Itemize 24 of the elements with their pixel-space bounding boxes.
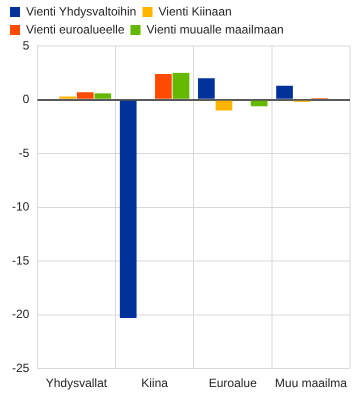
bar [94, 93, 112, 99]
y-tick-label: 5 [22, 38, 30, 52]
x-tick-label: Euroalue [208, 376, 258, 390]
y-tick-label: -5 [18, 146, 30, 160]
y-tick-label: -25 [12, 360, 30, 375]
y-tick-label: 0 [22, 92, 30, 106]
bar [120, 100, 137, 318]
legend-label: Vienti euroalueelle [26, 22, 125, 36]
bar [250, 100, 268, 106]
y-tick-label: -20 [12, 307, 30, 322]
bar [216, 100, 232, 111]
bar [172, 72, 190, 99]
bar [155, 74, 172, 99]
bar [198, 78, 215, 99]
legend-label: Vienti muualle maailmaan [146, 22, 284, 36]
legend-label: Vienti Yhdysvaltoihin [26, 4, 136, 18]
bar [276, 86, 293, 99]
y-tick-label: -10 [12, 200, 30, 214]
x-tick-label: Muu maailma [274, 376, 348, 390]
bar [76, 92, 94, 99]
y-tick-label: -15 [12, 253, 30, 268]
x-tick-label: Yhdysvallat [46, 376, 108, 390]
legend-label: Vienti Kiinaan [158, 4, 232, 18]
x-tick-label: Kiina [141, 376, 168, 390]
